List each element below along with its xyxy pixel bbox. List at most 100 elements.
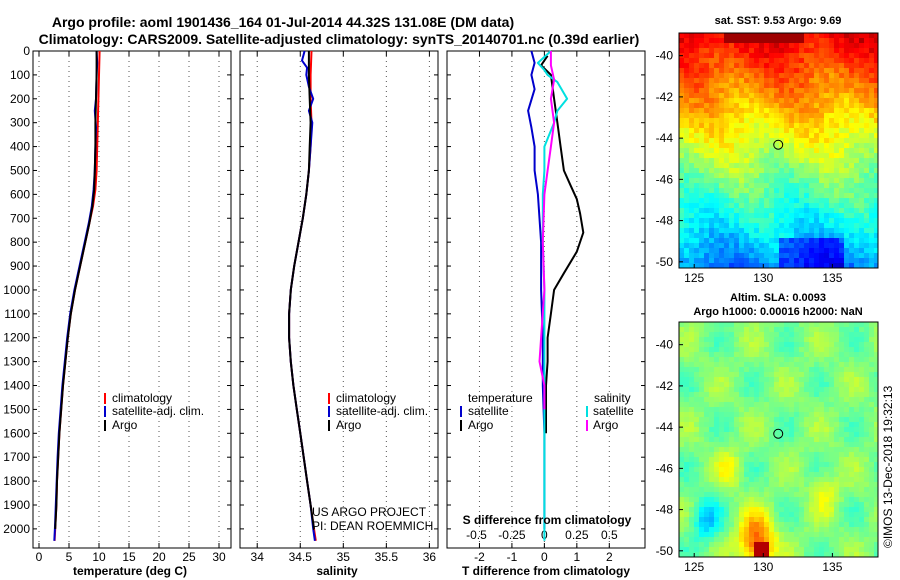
map-cell (844, 38, 850, 44)
map-cell (699, 492, 705, 498)
map-cell (839, 73, 845, 79)
map-cell (814, 477, 820, 483)
map-cell (719, 38, 725, 44)
legend-label-satellite-adj: satellite-adj. clim. (336, 404, 428, 418)
map-cell (744, 258, 750, 264)
map-cell (864, 507, 870, 513)
map-cell (784, 58, 790, 64)
map-cell (784, 487, 790, 493)
map-cell (689, 522, 695, 528)
map-cell (794, 447, 800, 453)
map-cell (709, 168, 715, 174)
map-cell (744, 238, 750, 244)
map-cell (779, 447, 785, 453)
map-cell (779, 93, 785, 99)
map-cell (829, 322, 835, 328)
map-cell (874, 208, 878, 214)
map-cell (854, 238, 860, 244)
map-cell (739, 492, 745, 498)
map-cell (869, 352, 875, 358)
map-cell (684, 372, 690, 378)
map-cell (704, 118, 710, 124)
map-cell (739, 527, 745, 533)
map-cell (839, 108, 845, 114)
map-cell (734, 158, 740, 164)
map-cell (849, 552, 855, 557)
map-cell (764, 442, 770, 448)
map-cell (829, 43, 835, 49)
map-cell (729, 452, 735, 458)
map-cell (774, 263, 780, 268)
map-cell (854, 243, 860, 249)
map-cell (844, 263, 850, 268)
map-cell (824, 228, 830, 234)
map-cell (759, 522, 765, 528)
map-cell (684, 98, 690, 104)
map-cell (684, 258, 690, 264)
map-cell (799, 437, 805, 443)
map-cell (714, 392, 720, 398)
map-cell (819, 133, 825, 139)
map-cell (824, 138, 830, 144)
map-cell (769, 43, 775, 49)
map-cell (859, 228, 865, 234)
map-cell (774, 527, 780, 533)
map-cell (689, 33, 695, 39)
map-cell (799, 163, 805, 169)
map-cell (724, 407, 730, 413)
map-cell (744, 527, 750, 533)
map-cell (869, 337, 875, 343)
map-cell (844, 73, 850, 79)
map-cell (864, 402, 870, 408)
map-cell (834, 477, 840, 483)
map-cell (694, 223, 700, 229)
map-cell (869, 442, 875, 448)
map-cell (699, 213, 705, 219)
map-cell (864, 178, 870, 184)
map-cell (739, 133, 745, 139)
map-cell (709, 427, 715, 433)
map-cell (759, 502, 765, 508)
map-cell (799, 123, 805, 129)
map-cell (794, 193, 800, 199)
map-cell (834, 213, 840, 219)
legend-label-sal-argo: Argo (593, 418, 619, 432)
map-cell (834, 138, 840, 144)
legend-label-argo: Argo (112, 418, 138, 432)
map-cell (724, 168, 730, 174)
map-cell (794, 377, 800, 383)
map-cell (779, 213, 785, 219)
map-cell (824, 183, 830, 189)
map-cell (719, 517, 725, 523)
map-cell (744, 532, 750, 538)
map-cell (824, 73, 830, 79)
map-cell (699, 532, 705, 538)
map-cell (739, 437, 745, 443)
map-cell (699, 238, 705, 244)
map-cell (789, 263, 795, 268)
map-cell (839, 33, 845, 39)
map-cell (794, 48, 800, 54)
map-cell (734, 43, 740, 49)
map-cell (739, 103, 745, 109)
map-cell (874, 218, 878, 224)
map-cell (689, 128, 695, 134)
map-cell (679, 113, 685, 119)
map-cell (829, 153, 835, 159)
map-cell (789, 108, 795, 114)
y-tick-label: 1800 (3, 474, 30, 488)
map-cell (769, 337, 775, 343)
map-cell (774, 163, 780, 169)
map-cell (744, 38, 750, 44)
map-cell (849, 198, 855, 204)
map-cell (799, 183, 805, 189)
map-cell (814, 88, 820, 94)
map-cell (819, 33, 825, 39)
map-cell (854, 183, 860, 189)
map-cell (824, 432, 830, 438)
map-cell (699, 412, 705, 418)
map-cell (694, 417, 700, 423)
map-cell (679, 208, 685, 214)
map-cell (844, 228, 850, 234)
map-cell (849, 422, 855, 428)
